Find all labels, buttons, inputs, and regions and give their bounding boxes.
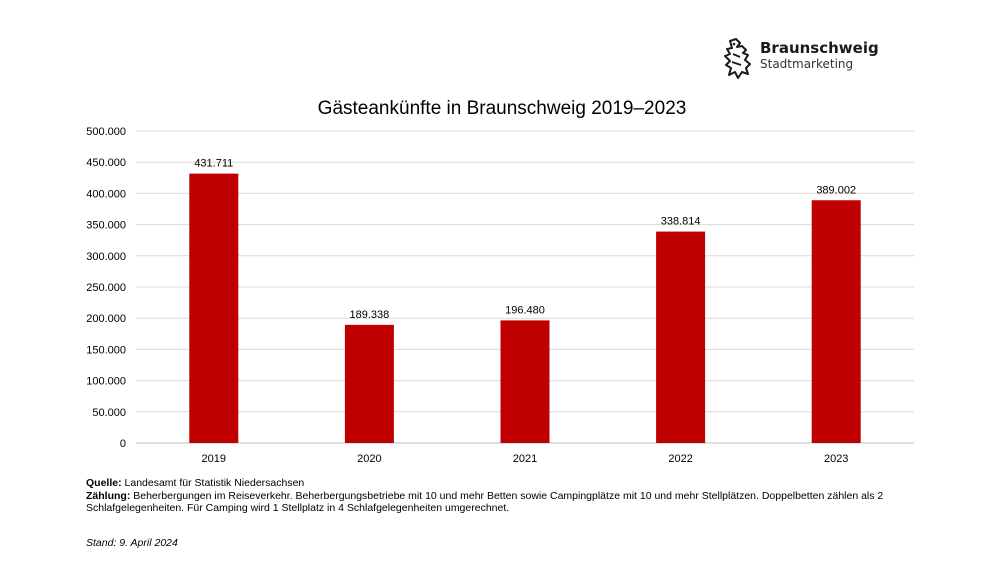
x-tick-label: 2023 xyxy=(824,453,848,465)
y-tick-label: 100.000 xyxy=(86,376,126,388)
source-label: Quelle: xyxy=(86,477,122,489)
brand-name: Braunschweig xyxy=(760,39,879,57)
data-label: 431.711 xyxy=(194,158,233,170)
bar-2023 xyxy=(811,200,861,443)
y-tick-label: 450.000 xyxy=(86,157,126,169)
y-tick-label: 0 xyxy=(120,438,126,450)
y-tick-label: 200.000 xyxy=(86,313,126,325)
count-line: Zählung: Beherbergungen im Reiseverkehr.… xyxy=(86,490,966,515)
bar-2022 xyxy=(656,231,706,443)
footnote: Quelle: Landesamt für Statistik Niedersa… xyxy=(86,477,966,515)
bar-2021 xyxy=(500,320,550,443)
x-tick-label: 2020 xyxy=(357,453,381,465)
source-line: Quelle: Landesamt für Statistik Niedersa… xyxy=(86,477,966,490)
count-label: Zählung: xyxy=(86,489,131,502)
y-tick-label: 500.000 xyxy=(86,126,126,138)
stand-date: Stand: 9. April 2024 xyxy=(86,537,178,549)
bar-chart: Gästeankünfte in Braunschweig 2019–2023 … xyxy=(86,98,914,465)
data-label: 189.338 xyxy=(350,309,390,321)
x-tick-label: 2022 xyxy=(668,453,692,465)
x-tick-label: 2019 xyxy=(202,453,226,465)
lion-icon xyxy=(724,38,751,79)
brand-subtitle: Stadtmarketing xyxy=(760,57,854,71)
bar-2020 xyxy=(344,324,394,443)
chart-title: Gästeankünfte in Braunschweig 2019–2023 xyxy=(318,98,687,119)
y-tick-label: 350.000 xyxy=(86,220,126,232)
bar-2019 xyxy=(189,173,239,443)
brand-logo: Braunschweig Stadtmarketing xyxy=(722,38,882,82)
data-label: 389.002 xyxy=(816,184,856,196)
y-tick-label: 250.000 xyxy=(86,282,126,294)
count-text: Beherbergungen im Reiseverkehr. Beherber… xyxy=(86,489,884,515)
data-label: 338.814 xyxy=(661,216,701,228)
x-tick-label: 2021 xyxy=(513,453,537,465)
y-tick-label: 150.000 xyxy=(86,344,126,356)
data-label: 196.480 xyxy=(505,304,545,316)
y-tick-label: 400.000 xyxy=(86,188,126,200)
source-text: Landesamt für Statistik Niedersachsen xyxy=(121,477,305,489)
y-tick-label: 50.000 xyxy=(92,407,126,419)
y-tick-label: 300.000 xyxy=(86,251,126,263)
